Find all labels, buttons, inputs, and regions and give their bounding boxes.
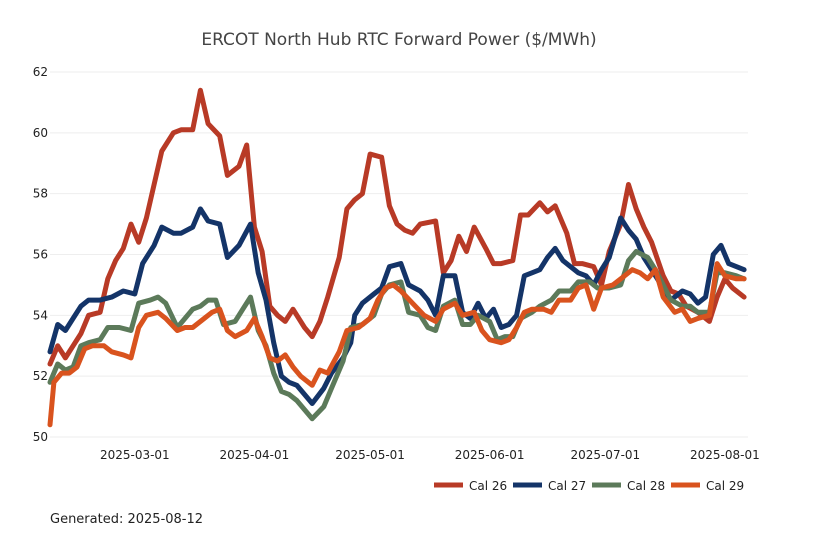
y-axis: 50 52 54 56 58 60 62	[33, 65, 48, 444]
series-line-cal-29	[47, 261, 747, 428]
legend-item-cal-29: Cal 29	[671, 479, 744, 493]
legend: Cal 26 Cal 27 Cal 28 Cal 29	[434, 479, 744, 493]
legend-item-cal-27: Cal 27	[513, 479, 586, 493]
grid	[50, 71, 748, 438]
y-tick-label: 58	[33, 187, 48, 201]
y-tick-label: 50	[33, 430, 48, 444]
legend-item-cal-26: Cal 26	[434, 479, 507, 493]
series-line-cal-27	[47, 206, 747, 406]
legend-item-cal-28: Cal 28	[592, 479, 665, 493]
legend-label: Cal 28	[627, 479, 665, 493]
x-tick-label: 2025-07-01	[570, 448, 640, 462]
x-tick-label: 2025-04-01	[220, 448, 290, 462]
legend-label: Cal 26	[469, 479, 507, 493]
x-tick-label: 2025-05-01	[335, 448, 405, 462]
legend-label: Cal 29	[706, 479, 744, 493]
chart-title: ERCOT North Hub RTC Forward Power ($/MWh…	[201, 30, 596, 50]
y-tick-label: 56	[33, 248, 48, 262]
y-tick-label: 52	[33, 369, 48, 383]
x-tick-label: 2025-03-01	[100, 448, 170, 462]
series-line-cal-26	[47, 87, 747, 367]
y-tick-label: 60	[33, 126, 48, 140]
y-tick-label: 54	[33, 308, 48, 322]
x-tick-label: 2025-08-01	[690, 448, 760, 462]
x-axis: 2025-03-01 2025-04-01 2025-05-01 2025-06-01…	[100, 448, 760, 462]
x-tick-label: 2025-06-01	[455, 448, 525, 462]
legend-label: Cal 27	[548, 479, 586, 493]
series-group	[47, 87, 747, 428]
y-tick-label: 62	[33, 65, 48, 79]
series-line-cal-28	[47, 249, 747, 422]
generated-footer: Generated: 2025-08-12	[50, 512, 204, 527]
